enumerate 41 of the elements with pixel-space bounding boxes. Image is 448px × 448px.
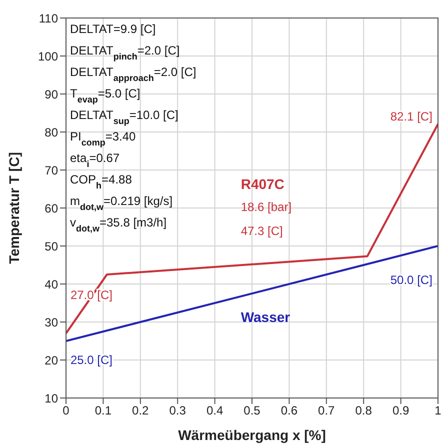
annotation: COP$_{h}$=4.88 (70, 172, 132, 190)
y-tick-label: 40 (44, 277, 58, 292)
annotation: PI$_{comp}$=3.40 (70, 130, 136, 148)
x-tick-label: 0 (62, 404, 70, 418)
y-axis-title: Temperatur T [C] (6, 152, 22, 264)
annotation: 82.1 [C] (390, 110, 432, 124)
annotation: 47.3 [C] (240, 224, 283, 238)
y-tick-label: 60 (44, 201, 58, 216)
y-tick-label: 30 (44, 315, 58, 330)
y-tick-label: 70 (44, 163, 58, 178)
y-tick-label: 100 (38, 49, 58, 64)
x-tick-label: 0.4 (206, 404, 224, 418)
series-label: Wasser (240, 309, 291, 325)
x-tick-label: 0.3 (169, 404, 186, 418)
y-tick-label: 20 (44, 353, 58, 368)
x-axis-title: Wärmeübergang x [%] (178, 427, 326, 443)
annotation: v$_{dot,w}$=35.8 [m3/h] (70, 216, 167, 234)
annotation: 25.0 [C] (70, 352, 112, 367)
annotation: m$_{dot,w}$=0.219 [kg/s] (70, 194, 173, 212)
x-tick-label: 0.9 (392, 404, 410, 418)
annotation: DELTAT$_{pinch}$=2.0 [C] (70, 44, 180, 62)
annotation: DELTAT=9.9 [C] (70, 22, 156, 36)
y-tick-label: 50 (44, 239, 58, 254)
x-tick-label: 0.2 (132, 404, 150, 418)
annotation: 18.6 [bar] (240, 200, 292, 214)
annotation: DELTAT$_{sup}$=10.0 [C] (70, 108, 178, 126)
y-tick-label: 80 (44, 125, 58, 140)
x-tick-label: 1 (434, 404, 442, 418)
annotation: T$_{evap}$=5.0 [C] (70, 86, 140, 104)
y-tick-label: 90 (44, 87, 58, 102)
x-tick-label: 0.7 (318, 404, 336, 418)
y-tick-label: 10 (44, 391, 58, 406)
annotation: eta$_{i}$=0.67 (70, 151, 120, 169)
text: R407C (240, 176, 284, 192)
y-tick-label: 110 (38, 11, 58, 26)
x-tick-label: 0.1 (94, 404, 112, 418)
x-tick-label: 0.8 (355, 404, 372, 418)
x-tick-label: 0.6 (280, 404, 298, 418)
x-tick-label: 0.5 (244, 404, 261, 418)
annotation: 50.0 [C] (390, 273, 432, 287)
annotation: DELTAT$_{approach}$=2.0 [C] (70, 65, 196, 83)
